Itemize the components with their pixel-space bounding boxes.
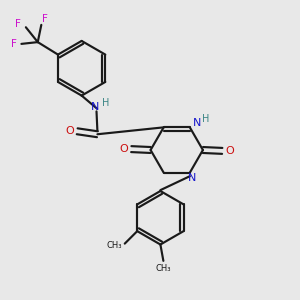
Text: CH₃: CH₃ bbox=[156, 264, 171, 273]
Text: F: F bbox=[15, 19, 21, 29]
Text: F: F bbox=[11, 40, 16, 50]
Text: O: O bbox=[66, 126, 74, 136]
Text: H: H bbox=[202, 114, 210, 124]
Text: H: H bbox=[102, 98, 109, 108]
Text: O: O bbox=[120, 144, 128, 154]
Text: F: F bbox=[42, 14, 48, 24]
Text: O: O bbox=[225, 146, 234, 156]
Text: N: N bbox=[91, 103, 100, 112]
Text: N: N bbox=[193, 118, 201, 128]
Text: CH₃: CH₃ bbox=[107, 241, 122, 250]
Text: N: N bbox=[188, 173, 196, 183]
